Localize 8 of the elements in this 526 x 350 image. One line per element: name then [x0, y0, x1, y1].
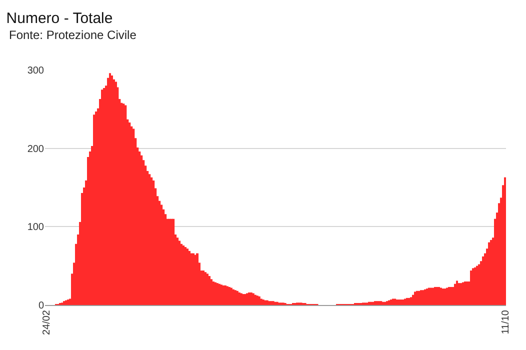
y-tick-label: 100	[27, 222, 44, 234]
y-tick-label: 200	[27, 144, 44, 155]
y-tick-label: 300	[27, 66, 44, 76]
chart-subtitle: Fonte: Protezione Civile	[9, 28, 137, 42]
x-tick-label: 11/10	[500, 310, 512, 334]
chart-title: Numero - Totale	[6, 10, 113, 27]
y-tick-label: 0	[38, 300, 44, 312]
x-tick-label: 24/02	[41, 310, 52, 336]
